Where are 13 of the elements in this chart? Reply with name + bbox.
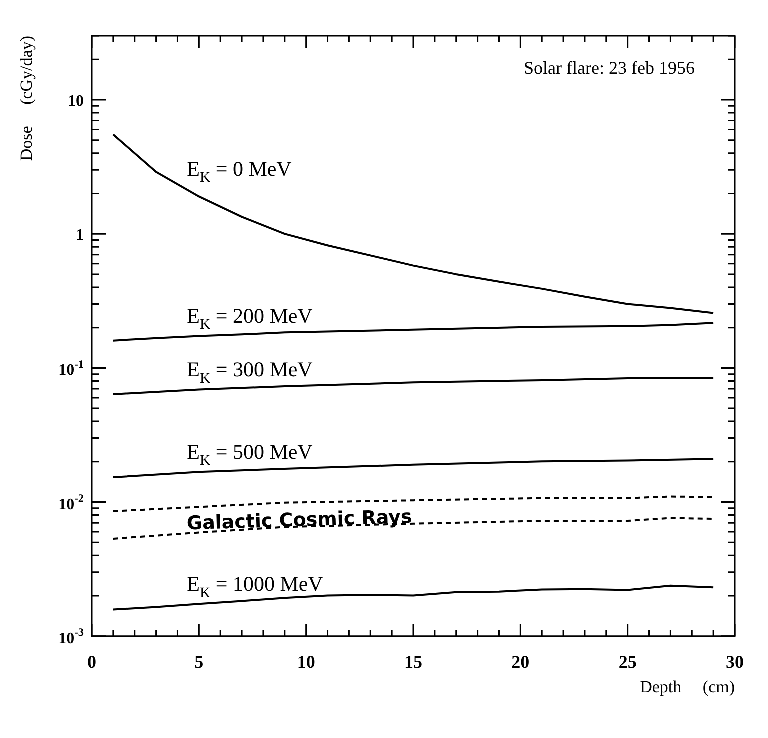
- x-tick-label: 0: [88, 652, 96, 672]
- x-tick-label: 30: [726, 652, 744, 672]
- x-tick-label: 5: [194, 652, 204, 672]
- annotation: Solar flare: 23 feb 1956: [524, 58, 695, 78]
- series-label: Galactic Cosmic Rays: [186, 506, 413, 535]
- x-tick-label: 20: [512, 652, 530, 672]
- x-tick-label: 10: [297, 652, 316, 672]
- y-axis-title: Dose (cGy/day): [17, 36, 36, 162]
- y-tick-label: 1: [76, 227, 84, 244]
- x-tick-label: 25: [618, 652, 637, 672]
- x-tick-label: 15: [404, 652, 422, 672]
- x-axis-title: Depth (cm): [640, 677, 735, 696]
- y-tick-label: 10: [68, 92, 84, 110]
